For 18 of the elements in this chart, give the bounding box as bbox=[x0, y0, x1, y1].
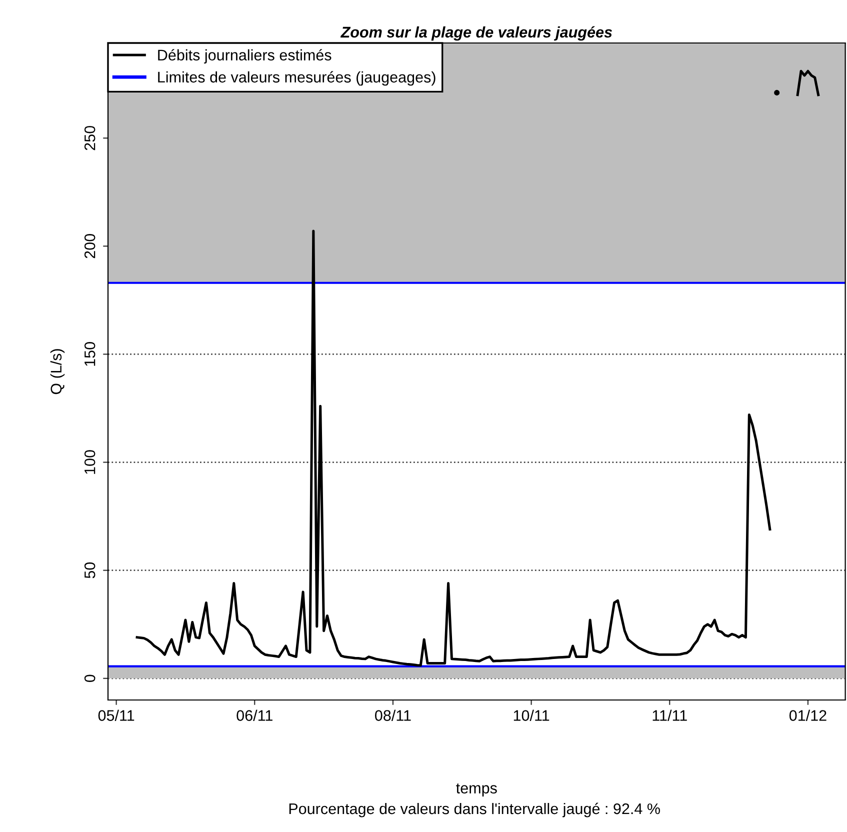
y-tick-label: 200 bbox=[84, 234, 96, 258]
x-tick-label: 06/11 bbox=[236, 710, 272, 721]
x-tick-label: 01/12 bbox=[789, 710, 826, 721]
y-tick-label: 150 bbox=[84, 342, 96, 366]
y-tick-label: 250 bbox=[84, 126, 96, 150]
legend-label: Limites de valeurs mesurées (jaugeages) bbox=[158, 71, 436, 86]
y-axis-title: Q (L/s) bbox=[50, 349, 65, 394]
y-tick-label: 0 bbox=[84, 674, 96, 682]
chart-title: Zoom sur la plage de valeurs jaugées bbox=[340, 26, 612, 41]
x-tick-label: 10/11 bbox=[514, 710, 550, 721]
x-tick-label: 08/11 bbox=[375, 710, 411, 721]
legend-label: Débits journaliers estimés bbox=[158, 49, 332, 64]
text: Pourcentage de valeurs dans l'intervalle jaugé : 92.4 % bbox=[289, 802, 660, 818]
y-tick-label: 100 bbox=[84, 450, 96, 474]
y-tick-label: 50 bbox=[84, 562, 96, 578]
x-axis-title: temps bbox=[456, 783, 497, 797]
x-tick-label: 05/11 bbox=[98, 710, 134, 721]
x-tick-label: 11/11 bbox=[652, 710, 687, 721]
